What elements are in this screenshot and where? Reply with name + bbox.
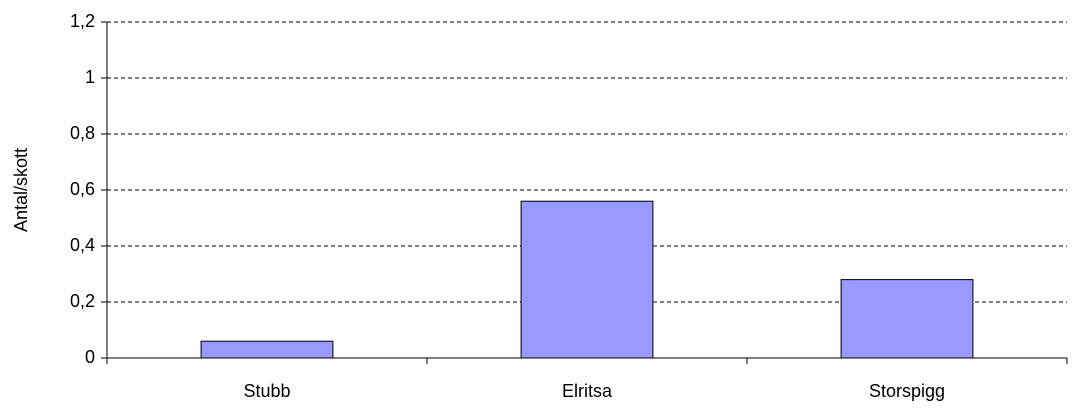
y-tick-label: 0,6 (70, 179, 95, 199)
bar (200, 340, 334, 359)
x-tick-label: Stubb (243, 381, 290, 401)
x-tick-label: Elritsa (562, 381, 613, 401)
bar (840, 279, 974, 359)
y-tick-label: 0,8 (70, 123, 95, 143)
y-tick-label: 0,4 (70, 235, 95, 255)
y-tick-label: 1,2 (70, 11, 95, 31)
y-tick-label: 0,2 (70, 291, 95, 311)
bar (520, 200, 654, 359)
x-tick-label: Storspigg (869, 381, 945, 401)
y-tick-label: 0 (85, 347, 95, 367)
y-axis-title: Antal/skott (11, 148, 31, 232)
y-tick-label: 1 (85, 67, 95, 87)
